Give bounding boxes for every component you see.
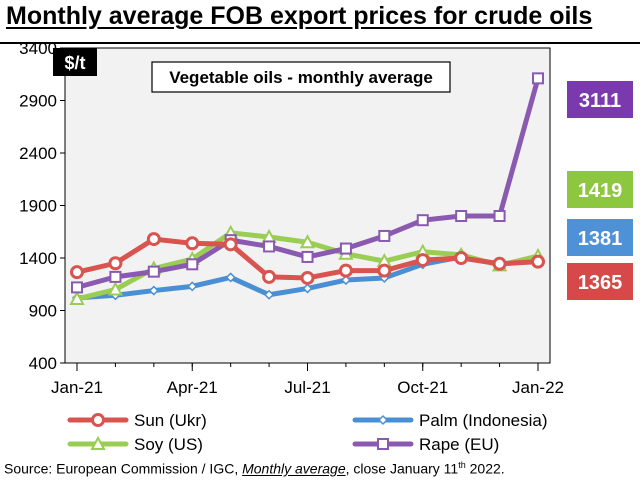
footer-emphasis: Monthly average xyxy=(242,460,346,477)
end-label-box xyxy=(567,219,633,256)
data-point-rape xyxy=(455,210,468,222)
data-point-sun xyxy=(415,253,430,268)
end-label-value: 1381 xyxy=(578,228,623,250)
data-point-sun xyxy=(223,237,238,252)
footer-prefix: Source: European Commission / IGC, xyxy=(4,460,243,477)
data-point-palm xyxy=(187,281,198,292)
data-point-sun xyxy=(338,263,353,278)
data-point-sun xyxy=(454,251,469,265)
end-label-box xyxy=(567,263,633,300)
data-point-rape xyxy=(532,72,544,85)
x-tick-label: Oct-21 xyxy=(397,378,448,397)
data-point-rape xyxy=(493,210,506,222)
data-point-palm xyxy=(225,272,236,283)
data-point-soy xyxy=(69,290,85,305)
x-tick-label: Jul-21 xyxy=(284,378,330,397)
x-tick-label: Apr-21 xyxy=(167,378,218,397)
y-axis-label: $/t xyxy=(64,53,85,73)
x-tick-label: Jan-22 xyxy=(512,378,564,397)
data-point-rape xyxy=(301,250,314,263)
data-point-sun xyxy=(377,263,392,278)
data-point-palm xyxy=(302,283,313,294)
end-label-box xyxy=(567,81,633,118)
line-chart: 400 900 1400 1900 2400 2900 3400 Jan-21 Apr-21 Ju… xyxy=(0,39,640,454)
data-point-rape xyxy=(147,265,160,278)
legend-marker-palm xyxy=(377,414,389,426)
legend-label-palm: Palm (Indonesia) xyxy=(419,411,548,430)
page-title: Monthly average FOB export prices for cr… xyxy=(6,2,593,30)
y-tick-label: 1900 xyxy=(19,197,57,216)
data-point-palm xyxy=(264,289,275,300)
end-label-value: 1419 xyxy=(578,180,623,202)
y-tick-label: 900 xyxy=(29,302,57,321)
data-point-rape xyxy=(416,214,429,227)
legend-label-soy: Soy (US) xyxy=(134,435,203,454)
data-point-rape xyxy=(339,242,352,255)
source-footer: Source: European Commission / IGC, Month… xyxy=(4,460,505,477)
y-tick-label: 3400 xyxy=(19,39,57,58)
data-point-sun xyxy=(108,256,123,271)
data-point-palm xyxy=(148,285,159,296)
legend-label-rape: Rape (EU) xyxy=(419,435,499,454)
footer-suffix: 2022. xyxy=(465,460,505,477)
y-tick-label: 400 xyxy=(29,354,57,373)
chart-title: Vegetable oils - monthly average xyxy=(169,68,433,87)
legend-marker-rape xyxy=(377,438,389,450)
legend-label-sun: Sun (Ukr) xyxy=(134,411,207,430)
data-point-rape xyxy=(263,240,276,253)
end-label-value: 1365 xyxy=(578,272,623,294)
y-unit-box xyxy=(53,48,97,76)
data-point-sun xyxy=(70,265,84,280)
data-point-rape xyxy=(71,281,83,294)
footer-mid: , close January 11 xyxy=(345,460,459,477)
data-point-soy xyxy=(299,234,316,249)
data-point-rape xyxy=(109,270,122,283)
legend-marker-soy xyxy=(90,435,106,450)
data-point-sun xyxy=(300,270,315,285)
data-point-sun xyxy=(146,232,161,247)
footer-sup: th xyxy=(458,460,466,470)
end-label-value: 3111 xyxy=(579,90,621,112)
y-tick-label: 2900 xyxy=(19,92,57,111)
data-point-soy xyxy=(107,281,124,296)
data-point-sun xyxy=(185,236,200,251)
data-point-rape xyxy=(378,229,391,242)
x-tick-label: Jan-21 xyxy=(51,378,103,397)
data-point-sun xyxy=(492,256,507,271)
data-point-rape xyxy=(186,258,199,271)
plot-area xyxy=(64,47,551,364)
legend-marker-sun xyxy=(91,413,105,427)
chart-title-box xyxy=(151,61,451,93)
end-label-box xyxy=(567,171,633,208)
y-tick-label: 1400 xyxy=(19,249,57,268)
data-point-sun xyxy=(262,269,277,284)
y-tick-label: 2400 xyxy=(19,144,57,163)
data-point-sun xyxy=(531,254,545,269)
data-point-palm xyxy=(340,274,351,286)
